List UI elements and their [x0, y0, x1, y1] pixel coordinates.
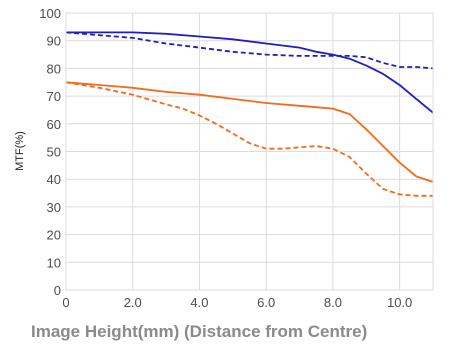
x-tick-labels: 0 2.0 4.0 6.0 8.0 10.0 — [62, 295, 412, 310]
y-axis-label: MTF(%) — [14, 131, 26, 171]
y-tick-label: 100 — [39, 6, 61, 21]
y-tick-label: 60 — [47, 117, 61, 132]
y-tick-label: 90 — [47, 34, 61, 49]
series-line-1-solid — [66, 31, 434, 114]
x-tick-label: 6.0 — [257, 295, 275, 310]
plot-frame — [65, 12, 434, 291]
y-tick-label: 50 — [47, 145, 61, 160]
x-tick-label: 10.0 — [387, 295, 412, 310]
y-tick-label: 40 — [47, 172, 61, 187]
x-tick-label: 4.0 — [190, 295, 208, 310]
x-tick-label: 2.0 — [124, 295, 142, 310]
x-axis-label: Image Height(mm) (Distance from Centre) — [31, 322, 367, 341]
y-tick-label: 30 — [47, 200, 61, 215]
y-tick-label: 20 — [47, 228, 61, 243]
y-tick-label: 10 — [47, 255, 61, 270]
series-lines — [65, 31, 434, 197]
y-tick-labels: 0 10 20 30 40 50 60 70 80 90 100 — [39, 6, 61, 298]
x-tick-label: 0 — [62, 295, 69, 310]
y-tick-label: 70 — [47, 89, 61, 104]
grid — [66, 13, 433, 290]
y-tick-label: 80 — [47, 61, 61, 76]
x-tick-label: 8.0 — [324, 295, 342, 310]
y-tick-label: 0 — [54, 283, 61, 298]
series-line-3-solid — [65, 81, 434, 183]
series-line-2-dashed — [65, 31, 434, 70]
series-line-4-dashed — [65, 81, 433, 197]
